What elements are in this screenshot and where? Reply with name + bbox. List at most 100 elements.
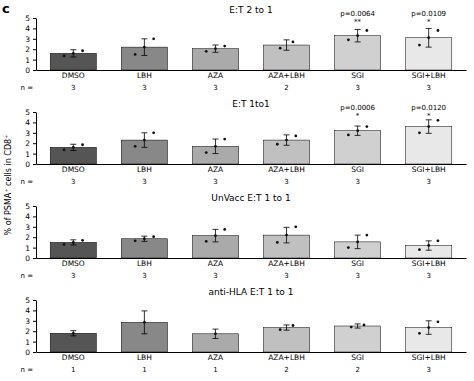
x-axis: DMSOLBHAZAAZA+LBHSGISGI+LBH: [37, 352, 467, 362]
bar: [335, 131, 381, 164]
n-label: 2: [284, 84, 288, 92]
error-bar: [355, 324, 361, 328]
tick: 0: [25, 348, 36, 357]
error-bar-cap: [70, 239, 76, 240]
error-bar-stem: [144, 236, 145, 241]
panel-label: c: [2, 1, 10, 16]
tick-label: SGI: [351, 71, 364, 80]
point: [279, 47, 282, 50]
error-bar: [141, 236, 147, 241]
error-bar: [212, 329, 218, 338]
error-bar-cap: [355, 126, 361, 127]
error-bar: [70, 240, 76, 245]
error-bar-stem: [144, 311, 145, 334]
panel: 012345DMSOLBHAZAAZA+LBHSGISGI+LBH333333n…: [20, 99, 466, 186]
point: [365, 125, 368, 128]
point: [276, 241, 279, 244]
point: [214, 47, 217, 50]
error-bar-cap: [355, 235, 361, 236]
error-bar-cap: [355, 248, 361, 249]
error-bar-stem: [73, 331, 74, 336]
n-label: 3: [426, 366, 430, 374]
tick-label: SGI+LBH: [412, 259, 446, 268]
chart: 012345DMSOLBHAZAAZA+LBHSGISGI+LBH333233n…: [0, 0, 474, 381]
error-bar-stem: [144, 133, 145, 148]
error-bar: [426, 120, 432, 134]
panel: 012345DMSOLBHAZAAZA+LBHSGISGI+LBH111223n…: [20, 287, 466, 374]
error-bar-cap: [426, 334, 432, 335]
tick-label: SGI+LBH: [412, 165, 446, 174]
point: [356, 240, 359, 243]
x-axis: DMSOLBHAZAAZA+LBHSGISGI+LBH: [37, 164, 467, 174]
x-axis: DMSOLBHAZAAZA+LBHSGISGI+LBH: [37, 70, 467, 80]
tick-mark: [33, 39, 36, 40]
point: [63, 55, 66, 58]
n-label: 3: [426, 178, 430, 186]
n-label: 3: [71, 84, 75, 92]
n-label: 3: [142, 84, 146, 92]
n-label-title: n =: [20, 366, 33, 374]
x-axis: DMSOLBHAZAAZA+LBHSGISGI+LBH: [37, 258, 467, 268]
point: [427, 244, 430, 247]
point: [72, 146, 75, 149]
point: [437, 320, 440, 323]
point: [143, 46, 146, 49]
error-bar-cap: [70, 245, 76, 246]
tick-mark: [33, 310, 36, 311]
error-bar-cap: [284, 242, 290, 243]
point: [205, 50, 208, 53]
tick: 1: [25, 338, 36, 347]
bar: [121, 239, 167, 258]
error-bar-cap: [284, 145, 290, 146]
tick-mark: [33, 342, 36, 343]
error-bar-stem: [215, 229, 216, 241]
title: E:T 2 to 1: [229, 5, 272, 15]
tick-label: 3: [25, 35, 30, 44]
tick: 3: [25, 129, 36, 138]
error-bar-stem: [357, 235, 358, 249]
axis-line: [37, 70, 467, 71]
point: [214, 234, 217, 237]
error-bar-cap: [141, 38, 147, 39]
error-bar-cap: [141, 241, 147, 242]
y-axis-title: % of PSMA⁺ cells in CD8⁺: [4, 135, 13, 236]
point: [143, 321, 146, 324]
point: [427, 326, 430, 329]
tick: 2: [25, 233, 36, 242]
error-bar-cap: [70, 49, 76, 50]
tick-label: 5: [25, 202, 30, 211]
tick-mark: [33, 112, 36, 113]
tick: 3: [25, 223, 36, 232]
point: [152, 235, 155, 238]
tick: AZA: [208, 258, 224, 268]
tick-mark: [33, 321, 36, 322]
error-bar-cap: [426, 133, 432, 134]
tick-label: 4: [25, 118, 30, 127]
tick: 3: [25, 35, 36, 44]
point: [276, 143, 279, 146]
tick-label: 4: [25, 24, 30, 33]
point: [223, 228, 226, 231]
title: anti-HLA E:T 1 to 1: [209, 287, 294, 297]
n-label: 3: [355, 84, 359, 92]
tick-label: 1: [25, 56, 30, 65]
n-label: 2: [355, 366, 359, 374]
n-label: 3: [355, 272, 359, 280]
error-bar-cap: [284, 324, 290, 325]
error-bar-cap: [355, 323, 361, 324]
tick-mark: [33, 258, 36, 259]
n-label: 1: [142, 366, 146, 374]
bar: [335, 326, 381, 352]
point: [81, 49, 84, 52]
error-bar-cap: [212, 329, 218, 330]
y-axis: 012345: [25, 202, 36, 263]
point: [143, 237, 146, 240]
point: [347, 246, 350, 249]
tick-label: LBH: [137, 259, 152, 268]
tick-label: 0: [25, 160, 30, 169]
n-label-title: n =: [20, 272, 33, 280]
error-bar-stem: [215, 329, 216, 338]
tick-label: AZA: [208, 165, 224, 174]
y-axis: 012345: [25, 296, 36, 357]
error-bar-cap: [141, 132, 147, 133]
